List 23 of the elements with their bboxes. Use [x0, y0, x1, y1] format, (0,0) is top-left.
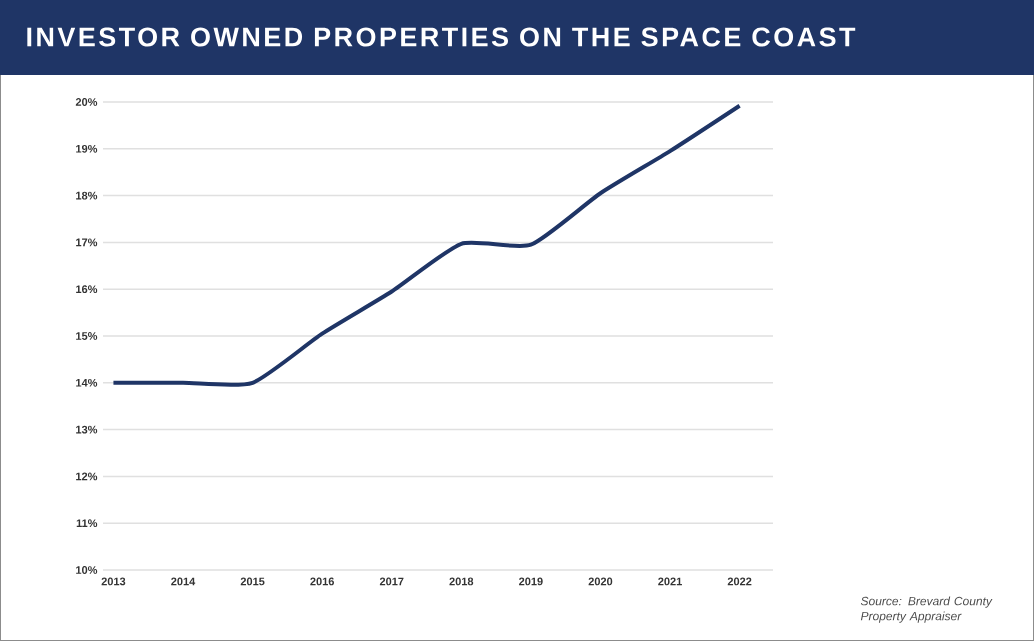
y-tick-label: 12%: [76, 472, 98, 481]
x-tick-label: 2019: [519, 577, 543, 586]
y-tick-label: 19%: [76, 144, 98, 153]
x-tick-label: 2021: [658, 577, 682, 586]
chart-title: INVESTOR OWNED PROPERTIES ON THE SPACE COAST: [27, 27, 856, 47]
x-tick-label: 2016: [310, 577, 334, 586]
y-tick-label: 15%: [76, 332, 98, 340]
y-tick-label: 10%: [76, 566, 98, 574]
x-tick-label: 2022: [727, 577, 752, 586]
x-tick-label: 2013: [101, 577, 126, 586]
x-tick-label: 2018: [449, 577, 474, 586]
x-tick-label: 2017: [379, 577, 404, 586]
y-tick-label: 13%: [76, 425, 98, 434]
y-tick-label: 11%: [76, 519, 98, 528]
x-tick-label: 2015: [240, 577, 265, 586]
x-tick-label: 2014: [171, 577, 196, 586]
x-tick-label: 2020: [588, 577, 613, 586]
y-tick-label: 17%: [76, 238, 98, 247]
y-tick-label: 14%: [76, 378, 98, 387]
y-tick-label: 16%: [76, 285, 98, 294]
y-tick-label: 20%: [75, 98, 98, 106]
source-note: Source: Brevard County Property Appraiser: [860, 596, 993, 623]
y-tick-label: 18%: [76, 191, 98, 200]
